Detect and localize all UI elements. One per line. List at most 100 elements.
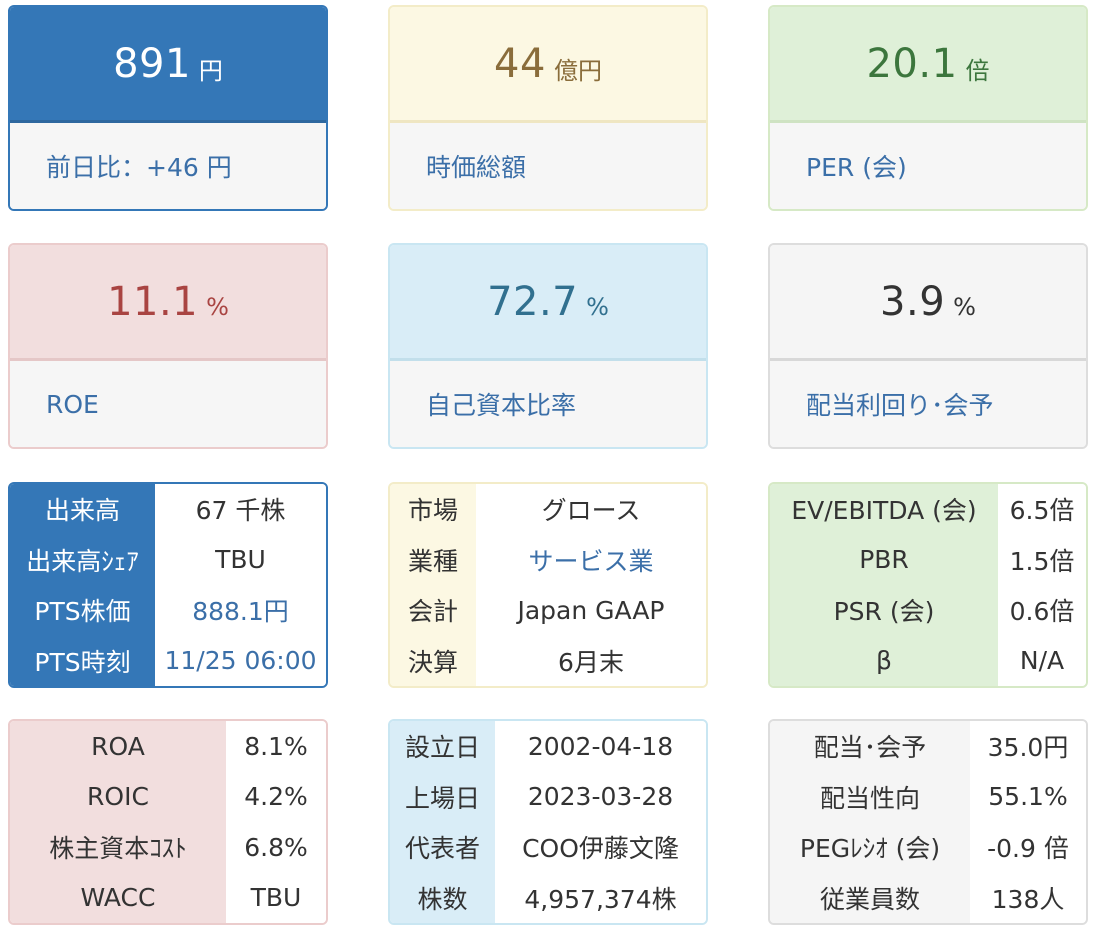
table-key: PTS時刻 xyxy=(10,635,155,686)
table-value: 0.6倍 xyxy=(998,585,1086,636)
table-key: ROIC xyxy=(10,771,226,822)
roe-value-box: 11.1 % xyxy=(10,245,326,361)
table-row: 設立日 2002-04-18 xyxy=(390,721,706,772)
table-value: COO伊藤文隆 xyxy=(495,822,706,873)
table-value: -0.9 倍 xyxy=(970,822,1086,873)
company-table: 設立日 2002-04-18 上場日 2023-03-28 代表者 COO伊藤文… xyxy=(388,719,708,925)
table-key: 上場日 xyxy=(390,771,495,822)
dividend-yield-card: 3.9 % 配当利回り･会予 xyxy=(768,243,1088,449)
table-row: PTS時刻 11/25 06:00 xyxy=(10,635,326,686)
table-row: 出来高 67 千株 xyxy=(10,484,326,535)
table-row: PSR (会) 0.6倍 xyxy=(770,585,1086,636)
table-key: PBR xyxy=(770,534,998,585)
table-row: 上場日 2023-03-28 xyxy=(390,771,706,822)
table-value: 2002-04-18 xyxy=(495,721,706,772)
table-row: PBR 1.5倍 xyxy=(770,534,1086,585)
table-row: 代表者 COO伊藤文隆 xyxy=(390,822,706,873)
table-row: 決算 6月末 xyxy=(390,635,706,686)
price-change-label[interactable]: 前日比：+46 円 xyxy=(10,123,326,209)
stock-price-value-box: 891 円 xyxy=(10,7,326,123)
table-key: 決算 xyxy=(390,635,476,686)
table-value: 6.5倍 xyxy=(998,484,1086,535)
per-value: 20.1 xyxy=(866,40,958,87)
per-value-box: 20.1 倍 xyxy=(770,7,1086,123)
valuation-table: EV/EBITDA (会) 6.5倍 PBR 1.5倍 PSR (会) 0.6倍… xyxy=(768,482,1088,688)
per-unit: 倍 xyxy=(965,57,990,85)
per-card: 20.1 倍 PER (会) xyxy=(768,5,1088,211)
table-row: 配当性向 55.1% xyxy=(770,771,1086,822)
table-key: 従業員数 xyxy=(770,872,970,923)
table-key: 配当性向 xyxy=(770,771,970,822)
equity-ratio-value-box: 72.7 % xyxy=(390,245,706,361)
market-cap-value: 44 xyxy=(494,40,546,87)
table-key: 配当･会予 xyxy=(770,721,970,772)
table-key: PSR (会) xyxy=(770,585,998,636)
table-key: 設立日 xyxy=(390,721,495,772)
dividend-yield-value: 3.9 xyxy=(880,278,946,325)
market-cap-card: 44 億円 時価総額 xyxy=(388,5,708,211)
table-value: 4.2% xyxy=(226,771,326,822)
table-row: PTS株価 888.1円 xyxy=(10,585,326,636)
table-key: 業種 xyxy=(390,534,476,585)
table-key: 株数 xyxy=(390,872,495,923)
table-key: WACC xyxy=(10,872,226,923)
table-row: 市場 グロース xyxy=(390,484,706,535)
table-key: 代表者 xyxy=(390,822,495,873)
market-cap-unit: 億円 xyxy=(553,57,602,85)
table-value: 4,957,374株 xyxy=(495,872,706,923)
per-label[interactable]: PER (会) xyxy=(770,123,1086,209)
table-row: 業種 サービス業 xyxy=(390,534,706,585)
table-row: EV/EBITDA (会) 6.5倍 xyxy=(770,484,1086,535)
market-cap-value-box: 44 億円 xyxy=(390,7,706,123)
table-value: 6月末 xyxy=(476,635,706,686)
equity-ratio-label[interactable]: 自己資本比率 xyxy=(390,361,706,447)
stock-price-card: 891 円 前日比：+46 円 xyxy=(8,5,328,211)
table-value: N/A xyxy=(998,635,1086,686)
dividend-yield-value-box: 3.9 % xyxy=(770,245,1086,361)
table-value: TBU xyxy=(155,534,326,585)
table-value: 2023-03-28 xyxy=(495,771,706,822)
market-cap-label[interactable]: 時価総額 xyxy=(390,123,706,209)
table-row: ROA 8.1% xyxy=(10,721,326,772)
table-value: 67 千株 xyxy=(155,484,326,535)
industry-link[interactable]: サービス業 xyxy=(476,534,706,585)
dividend-yield-unit: % xyxy=(953,292,976,321)
pts-price-link[interactable]: 888.1円 xyxy=(155,585,326,636)
stock-price-unit: 円 xyxy=(198,57,223,85)
table-row: WACC TBU xyxy=(10,872,326,923)
table-row: 株数 4,957,374株 xyxy=(390,872,706,923)
table-value: グロース xyxy=(476,484,706,535)
stock-price-value: 891 xyxy=(113,40,191,87)
table-value: TBU xyxy=(226,872,326,923)
table-value: 138人 xyxy=(970,872,1086,923)
table-row: β N/A xyxy=(770,635,1086,686)
roe-value: 11.1 xyxy=(107,278,199,325)
table-row: 株主資本ｺｽﾄ 6.8% xyxy=(10,822,326,873)
dividend-yield-label[interactable]: 配当利回り･会予 xyxy=(770,361,1086,447)
table-row: PEGﾚｼｵ (会) -0.9 倍 xyxy=(770,822,1086,873)
table-key: ROA xyxy=(10,721,226,772)
dividend-table: 配当･会予 35.0円 配当性向 55.1% PEGﾚｼｵ (会) -0.9 倍… xyxy=(768,719,1088,925)
pts-time-link[interactable]: 11/25 06:00 xyxy=(155,635,326,686)
table-value: 55.1% xyxy=(970,771,1086,822)
roe-label[interactable]: ROE xyxy=(10,361,326,447)
roe-unit: % xyxy=(206,292,229,321)
table-row: ROIC 4.2% xyxy=(10,771,326,822)
table-row: 従業員数 138人 xyxy=(770,872,1086,923)
table-key: 市場 xyxy=(390,484,476,535)
table-value: Japan GAAP xyxy=(476,585,706,636)
table-row: 出来高ｼｪｱ TBU xyxy=(10,534,326,585)
table-key: 株主資本ｺｽﾄ xyxy=(10,822,226,873)
table-key: EV/EBITDA (会) xyxy=(770,484,998,535)
table-value: 35.0円 xyxy=(970,721,1086,772)
table-row: 配当･会予 35.0円 xyxy=(770,721,1086,772)
table-key: 出来高 xyxy=(10,484,155,535)
table-row: 会計 Japan GAAP xyxy=(390,585,706,636)
equity-ratio-card: 72.7 % 自己資本比率 xyxy=(388,243,708,449)
table-value: 1.5倍 xyxy=(998,534,1086,585)
returns-table: ROA 8.1% ROIC 4.2% 株主資本ｺｽﾄ 6.8% WACC TBU xyxy=(8,719,328,925)
table-value: 8.1% xyxy=(226,721,326,772)
table-key: PTS株価 xyxy=(10,585,155,636)
table-key: PEGﾚｼｵ (会) xyxy=(770,822,970,873)
table-key: 会計 xyxy=(390,585,476,636)
